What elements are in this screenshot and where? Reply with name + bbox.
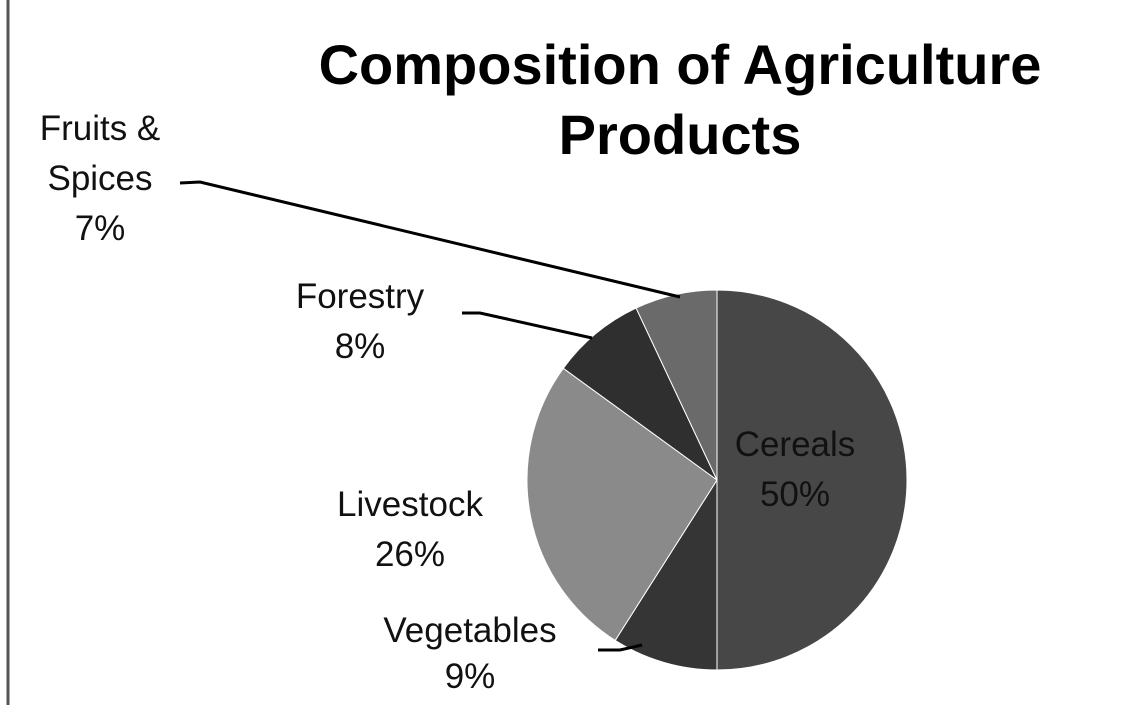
value-label: 50%	[759, 475, 831, 514]
category-label: Forestry	[295, 277, 425, 316]
pie-slice	[562, 307, 718, 481]
pie-slice	[716, 289, 908, 671]
leader-line	[598, 643, 643, 652]
pie	[526, 289, 908, 671]
leader-line	[179, 180, 681, 299]
slice-label: Cereals 50%	[695, 420, 895, 520]
value-label: 8%	[334, 327, 386, 366]
pie-slice	[614, 478, 718, 671]
category-label: Livestock	[337, 485, 483, 524]
category-label: Vegetables	[383, 611, 557, 650]
category-label: Cereals	[734, 425, 856, 464]
pie-slice	[526, 367, 718, 642]
value-label: 9%	[444, 657, 496, 696]
chart-title: Composition of Agriculture Products	[318, 33, 1042, 166]
slice-label: Forestry 8%	[240, 272, 480, 372]
category-label: Fruits & Spices	[39, 109, 161, 198]
slice-label: Vegetables 9%	[320, 608, 620, 700]
slice-label: Fruits & Spices 7%	[10, 104, 190, 254]
value-label: 7%	[74, 209, 126, 248]
slice-label: Livestock 26%	[280, 480, 540, 580]
leader-line	[462, 311, 593, 340]
value-label: 26%	[374, 535, 446, 574]
